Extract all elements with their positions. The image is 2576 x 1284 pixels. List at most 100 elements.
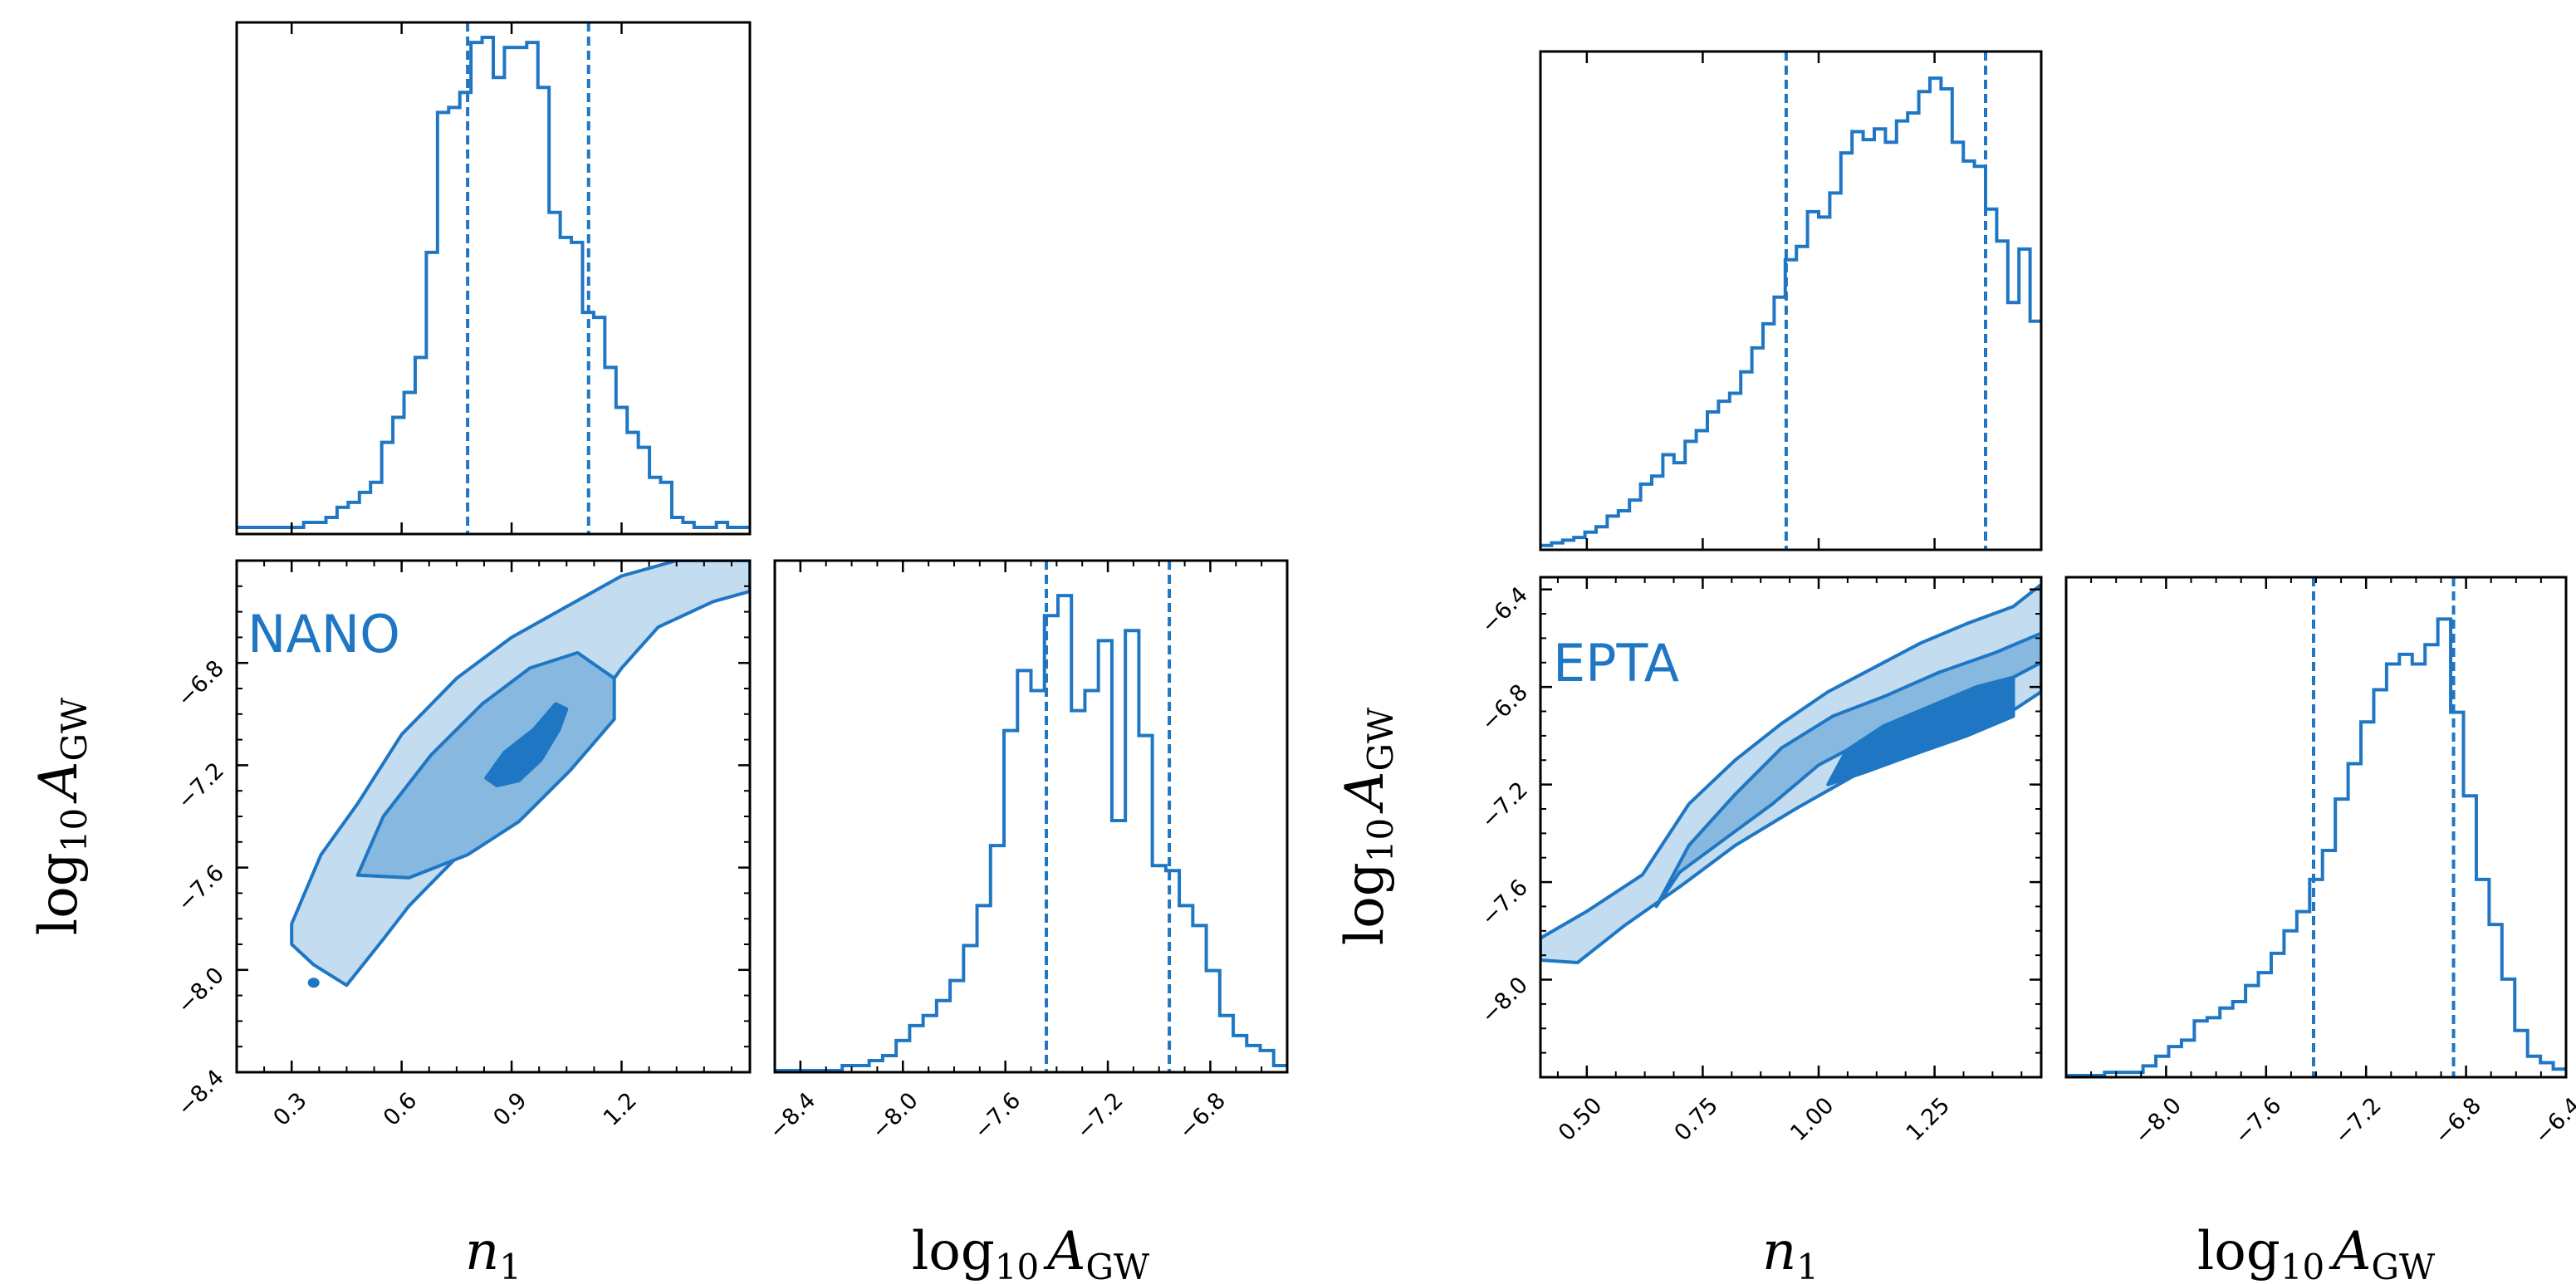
nano-logA-hist-bin-35	[1246, 1046, 1260, 1072]
epta-n1-hist-bin-15	[1707, 412, 1718, 550]
nano-logA-y-axis-title-prefix-sub: 10	[54, 808, 95, 852]
nano-logA-axis-title-main: A	[1043, 1221, 1085, 1282]
nano-logA-histogram: −8.4 −8.0 −7.6 −7.2 −6.8	[764, 559, 1289, 1144]
nano-joint-xtick-label-1: 0.6	[379, 1088, 422, 1131]
nano-logA-hist-bin-24	[1099, 640, 1112, 1072]
epta-logA-hist-bin-14	[2245, 986, 2258, 1077]
epta-logA-hist-bin-11	[2207, 1017, 2220, 1077]
epta-n1-hist-bin-38	[1963, 161, 1974, 550]
nano-n1-hist-bin-16	[415, 357, 426, 534]
nano-logA-hist-bin-30	[1179, 905, 1193, 1072]
nano-n1-hist-bin-6	[304, 522, 315, 534]
nano-joint-ytick-label-2: −7.6	[173, 860, 229, 917]
epta-joint-ytick-label-1: −7.6	[1477, 875, 1533, 931]
nano-n1-hist-bin-35	[627, 433, 638, 534]
nano-logA-hist-bin-14	[963, 946, 977, 1072]
epta-n1-histogram	[1539, 50, 2043, 551]
epta-logA-hist-bin-27	[2412, 664, 2425, 1077]
nano-joint-ytick-label-4: −6.8	[173, 655, 229, 712]
nano-logA-y-axis-title-prefix: log	[28, 852, 90, 935]
epta-n1-hist-bin-42	[2008, 302, 2019, 550]
nano-logA-y-axis-title-main: A	[28, 762, 90, 804]
epta-logA-axis-title-sub: GW	[2371, 1247, 2436, 1284]
epta-logA-axis-title-prefix: log	[2197, 1221, 2280, 1282]
nano-n1-hist-bin-26	[526, 42, 537, 534]
nano-n1-hist-bin-38	[661, 483, 672, 534]
nano-logA-hist-bin-8	[883, 1056, 896, 1072]
nano-logA-hist-bin-32	[1207, 971, 1220, 1072]
epta-n1-hist-bin-27	[1841, 153, 1852, 550]
epta-n1-hist-bin-19	[1752, 348, 1763, 550]
epta-n1-hist-bin-32	[1897, 121, 1908, 550]
epta-logA-hist-bin-32	[2476, 880, 2489, 1077]
nano-logA-hist-bin-7	[869, 1061, 883, 1072]
nano-logA-xtick-label-4: −6.8	[1174, 1088, 1231, 1144]
epta-logA-hist-bin-23	[2361, 722, 2373, 1077]
epta-logA-hist-bin-8	[2168, 1046, 2181, 1077]
epta-joint-ytick-label-0: −8.0	[1477, 973, 1533, 1029]
epta-logA-hist-bin-9	[2182, 1040, 2194, 1077]
epta-n1-hist-bin-16	[1718, 401, 1729, 550]
nano-logA-hist-bin-10	[909, 1026, 923, 1072]
epta-n1-hist-bin-20	[1763, 324, 1774, 550]
nano-joint-ytick-label-0: −8.4	[173, 1065, 229, 1121]
epta-logA-hist-bin-18	[2297, 912, 2309, 1077]
epta-n1-hist-bin-30	[1874, 129, 1885, 550]
nano-n1-hist-bin-15	[404, 392, 415, 534]
epta-joint-ytick-label-3: −6.8	[1477, 679, 1533, 736]
epta-n1-axis-title-sub: 1	[1796, 1247, 1819, 1284]
epta-joint-xtick-label-3: 1.25	[1902, 1093, 1955, 1146]
nano-n1-hist-bin-13	[382, 443, 393, 534]
epta-n1-hist-bin-2	[1563, 540, 1574, 550]
nano-n1-hist-bin-11	[360, 493, 370, 534]
epta-logA-hist-bin-10	[2194, 1021, 2206, 1077]
epta-joint-ytick-label-2: −7.2	[1477, 777, 1533, 834]
epta-n1-hist-bin-44	[2030, 321, 2041, 550]
epta-logA-hist-bin-35	[2515, 1031, 2527, 1077]
nano-n1-hist-bin-24	[504, 47, 515, 534]
nano-logA-hist-bin-33	[1220, 1016, 1233, 1072]
epta-n1-hist-bin-26	[1829, 193, 1840, 550]
nano-n1-hist-bin-12	[370, 483, 381, 534]
corner-plot-nano: 0.3 0.6 0.9 1.2 −8.4 −8.0 −7.6 −7.2 −6.8 NANO −8.4…	[28, 21, 1289, 1284]
nano-n1-hist-frame	[235, 21, 752, 536]
epta-logA-hist-bin-33	[2489, 924, 2501, 1077]
epta-n1-hist-bin-39	[1975, 166, 1986, 550]
epta-logA-histogram: −8.0 −7.6 −7.2 −6.8 −6.4	[2064, 576, 2576, 1149]
nano-logA-hist-bin-13	[950, 981, 963, 1072]
nano-logA-hist-bin-16	[991, 845, 1004, 1072]
nano-logA-hist-bin-25	[1112, 821, 1125, 1072]
nano-logA-hist-bin-19	[1031, 691, 1045, 1072]
epta-joint-ytick-label-4: −6.4	[1477, 582, 1533, 639]
nano-logA-hist-bars	[775, 594, 1287, 1072]
nano-logA-hist-bin-22	[1071, 711, 1085, 1072]
epta-logA-hist-bin-22	[2348, 764, 2361, 1077]
nano-logA-axis-title-sub: GW	[1085, 1247, 1150, 1284]
nano-n1-hist-bin-7	[315, 522, 326, 534]
nano-logA-axis-title-prefix-sub: 10	[995, 1247, 1039, 1284]
epta-logA-hist-bin-17	[2284, 931, 2296, 1077]
epta-n1-hist-bin-12	[1674, 463, 1685, 550]
nano-dataset-label: NANO	[247, 604, 400, 664]
epta-n1-hist-bin-18	[1741, 372, 1751, 550]
epta-logA-hist-bin-25	[2387, 664, 2399, 1077]
nano-n1-hist-bin-37	[649, 478, 660, 534]
epta-n1-hist-bin-8	[1629, 500, 1640, 550]
nano-n1-axis-title-main: n	[465, 1221, 499, 1282]
epta-logA-hist-bin-36	[2528, 1056, 2540, 1077]
nano-logA-y-axis-title-sub: GW	[54, 697, 95, 762]
epta-n1-hist-bin-21	[1774, 297, 1785, 550]
nano-n1-hist-bin-10	[348, 502, 359, 534]
epta-logA-hist-bin-31	[2464, 796, 2476, 1077]
nano-logA-xtick-label-0: −8.4	[764, 1088, 820, 1144]
epta-joint-xtick-label-1: 0.75	[1670, 1093, 1723, 1146]
nano-logA-axis-title: log10 AGW	[912, 1221, 1150, 1284]
nano-joint-xtick-label-2: 0.9	[488, 1088, 531, 1131]
epta-n1-hist-bin-33	[1908, 113, 1918, 550]
epta-logA-hist-bin-16	[2271, 953, 2284, 1077]
nano-n1-hist-bin-23	[493, 77, 504, 534]
nano-logA-hist-bin-11	[923, 1016, 937, 1072]
nano-logA-hist-bin-18	[1017, 670, 1031, 1072]
epta-n1-hist-bin-35	[1930, 78, 1941, 550]
